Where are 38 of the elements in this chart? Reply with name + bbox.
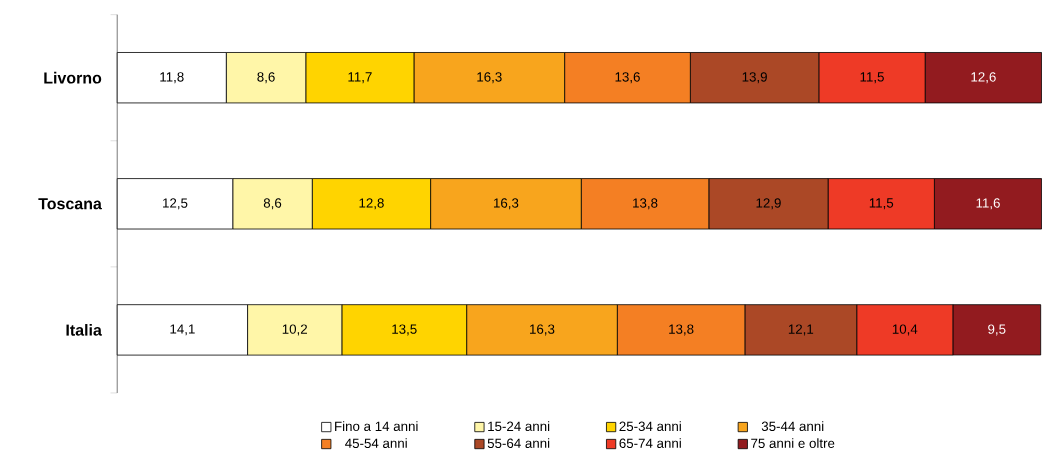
data-label: 16,3 bbox=[530, 324, 555, 336]
bar bbox=[952, 304, 1042, 356]
data-label: 12,1 bbox=[788, 324, 814, 336]
legend-label: 15-24 anni bbox=[488, 421, 550, 432]
legend-label: 45-54 anni bbox=[345, 438, 407, 449]
y-tick-label: Italia bbox=[66, 324, 102, 336]
bar bbox=[933, 178, 1042, 230]
data-label: 12,9 bbox=[756, 198, 781, 210]
bar bbox=[924, 52, 1042, 104]
data-label: 16,3 bbox=[493, 198, 519, 210]
data-label: 10,4 bbox=[892, 324, 918, 336]
data-label: 13,6 bbox=[615, 72, 640, 84]
data-label: 12,5 bbox=[163, 198, 188, 210]
legend-label: Fino a 14 anni bbox=[335, 421, 418, 432]
data-label: 13,8 bbox=[669, 324, 694, 336]
data-label: 11,6 bbox=[976, 198, 1000, 210]
data-label: 16,3 bbox=[477, 72, 502, 84]
data-label: 10,2 bbox=[282, 324, 307, 336]
legend-label: 55-64 anni bbox=[487, 438, 550, 449]
legend-label: 25-34 anni bbox=[619, 421, 681, 432]
data-label: 11,5 bbox=[860, 72, 884, 84]
data-label: 11,7 bbox=[348, 72, 372, 84]
data-label: 14,1 bbox=[170, 324, 195, 336]
data-label: 9,5 bbox=[988, 324, 1006, 336]
data-label: 11,8 bbox=[160, 72, 184, 84]
data-label: 13,5 bbox=[392, 324, 417, 336]
data-label: 13,8 bbox=[633, 198, 658, 210]
legend-label: 35-44 anni bbox=[761, 421, 824, 432]
y-tick-label: Livorno bbox=[44, 72, 102, 84]
data-label: 12,6 bbox=[971, 72, 996, 84]
data-label: 12,8 bbox=[359, 198, 384, 210]
legend-label: 65-74 anni bbox=[619, 438, 681, 449]
data-label: 11,5 bbox=[869, 198, 894, 210]
legend-label: 75 anni e oltre bbox=[751, 438, 835, 449]
data-label: 13,9 bbox=[742, 72, 767, 84]
data-label: 8,6 bbox=[257, 72, 275, 84]
y-tick-label: Toscana bbox=[38, 198, 102, 210]
data-label: 8,6 bbox=[263, 198, 282, 210]
